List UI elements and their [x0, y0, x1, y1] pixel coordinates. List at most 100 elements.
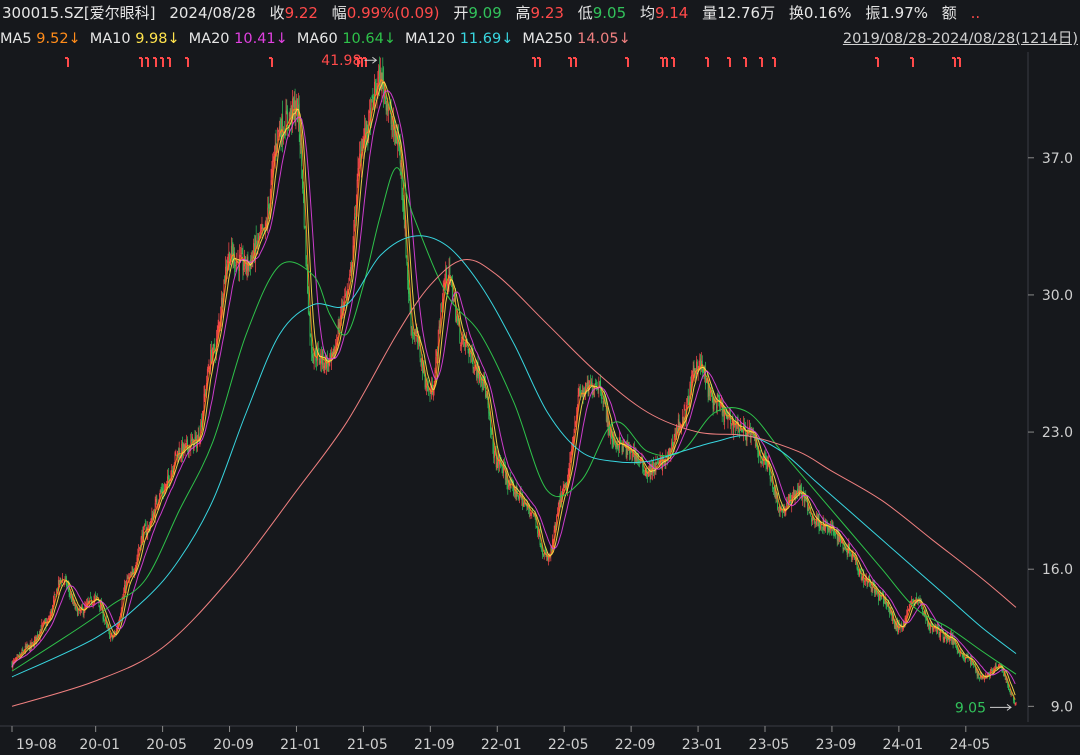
candle-body — [251, 255, 253, 259]
candle-body — [817, 515, 819, 521]
candle-body — [50, 610, 52, 617]
candle-body — [116, 627, 118, 629]
candle-body — [672, 441, 673, 447]
candle-body — [619, 437, 621, 441]
candle-body — [615, 444, 617, 446]
candle-body — [327, 362, 329, 367]
candle-body — [75, 605, 77, 608]
max-price-arrow — [364, 56, 378, 64]
x-tick-label: 23-05 — [749, 737, 790, 753]
signal-marker — [957, 57, 961, 67]
candle-body — [175, 452, 177, 454]
signal-marker — [759, 57, 763, 67]
candle-body — [522, 496, 524, 507]
candle-body — [481, 379, 483, 383]
candle-body — [458, 322, 460, 324]
candle-body — [933, 626, 935, 629]
candle-body — [925, 613, 927, 620]
candle-body — [280, 129, 282, 142]
more-indicator[interactable]: .. — [970, 4, 981, 22]
candle-body — [916, 597, 918, 601]
candle-body — [601, 397, 603, 399]
candlestick-chart[interactable]: 9.0 16.0 23.0 30.0 37.0 19-08 20-01 20-05 20-09 2… — [0, 52, 1080, 755]
candle-body — [344, 295, 346, 305]
ma-legend-item-ma120[interactable]: MA120 11.69↓ — [405, 31, 513, 47]
candle-body — [544, 551, 546, 554]
signal-marker — [875, 57, 879, 67]
candle-body — [277, 127, 279, 142]
ma-legend-item-ma60[interactable]: MA60 10.64↓ — [297, 31, 396, 47]
candle-body — [413, 337, 415, 339]
candle-body — [285, 110, 287, 136]
candle-body — [840, 540, 842, 544]
candle-body — [76, 608, 78, 617]
candle-body — [625, 444, 627, 458]
candle-body — [915, 597, 917, 600]
candle-body — [377, 77, 379, 88]
ma-legend-label: MA20 — [188, 31, 235, 47]
candle-body — [787, 500, 789, 503]
candle-body — [959, 652, 961, 655]
candle-body — [310, 335, 312, 336]
candle-body — [835, 533, 836, 536]
candle-body — [383, 78, 385, 94]
candle-body — [850, 552, 851, 554]
turnover-label: 换 — [788, 4, 804, 22]
candle-body — [825, 520, 827, 529]
candle-body — [439, 324, 441, 328]
candle-body — [424, 374, 426, 388]
candle-body — [404, 225, 406, 231]
candle-body — [406, 255, 408, 264]
candle-body — [586, 381, 588, 389]
x-tick-label: 23-01 — [682, 737, 723, 753]
candle-body — [631, 454, 633, 456]
candle-body — [893, 619, 895, 628]
candle-body — [541, 545, 543, 552]
candle-body — [576, 414, 577, 423]
candle-body — [72, 597, 74, 604]
candle-body — [963, 656, 965, 659]
candle-body — [706, 378, 707, 383]
candle-body — [955, 641, 956, 646]
candle-body — [869, 580, 871, 587]
candle-body — [167, 476, 169, 484]
x-tick-label: 22-05 — [548, 737, 589, 753]
candle-body — [700, 359, 702, 368]
ma-legend-item-ma10[interactable]: MA10 9.98↓ — [90, 31, 180, 47]
candle-body — [488, 403, 490, 414]
candle-body — [691, 374, 692, 393]
date-range-selector[interactable]: 2019/08/28-2024/08/28(1214日) — [836, 26, 1078, 52]
low-label: 低 — [577, 4, 593, 22]
candle-body — [275, 142, 277, 150]
candle-body — [943, 637, 945, 641]
signal-marker — [743, 57, 747, 67]
candle-body — [636, 455, 638, 462]
candle-body — [382, 68, 384, 80]
candle-body — [176, 454, 178, 456]
candle-body — [632, 453, 634, 458]
candle-body — [815, 521, 817, 524]
candle-body — [102, 608, 104, 620]
candle-body — [945, 631, 947, 638]
candle-body — [117, 623, 119, 629]
candle-body — [241, 253, 243, 255]
candle-body — [299, 134, 301, 146]
candle-body — [990, 669, 992, 673]
candle-body — [442, 299, 443, 309]
candle-body — [867, 583, 869, 587]
candle-body — [504, 464, 505, 469]
candle-body — [748, 429, 750, 431]
candle-body — [855, 558, 857, 564]
candle-body — [350, 266, 351, 273]
candle-body — [956, 648, 958, 651]
ma-legend-item-ma5[interactable]: MA5 9.52↓ — [0, 31, 81, 47]
candle-body — [189, 445, 191, 450]
candle-body — [480, 380, 482, 382]
candle-body — [132, 569, 134, 571]
candle-body — [879, 593, 880, 601]
candle-body — [293, 102, 295, 109]
ma-legend-item-ma20[interactable]: MA20 10.41↓ — [189, 31, 288, 47]
candle-body — [951, 635, 953, 642]
ma-legend-item-ma250[interactable]: MA250 14.05↓ — [522, 31, 630, 47]
candle-body — [359, 153, 361, 163]
